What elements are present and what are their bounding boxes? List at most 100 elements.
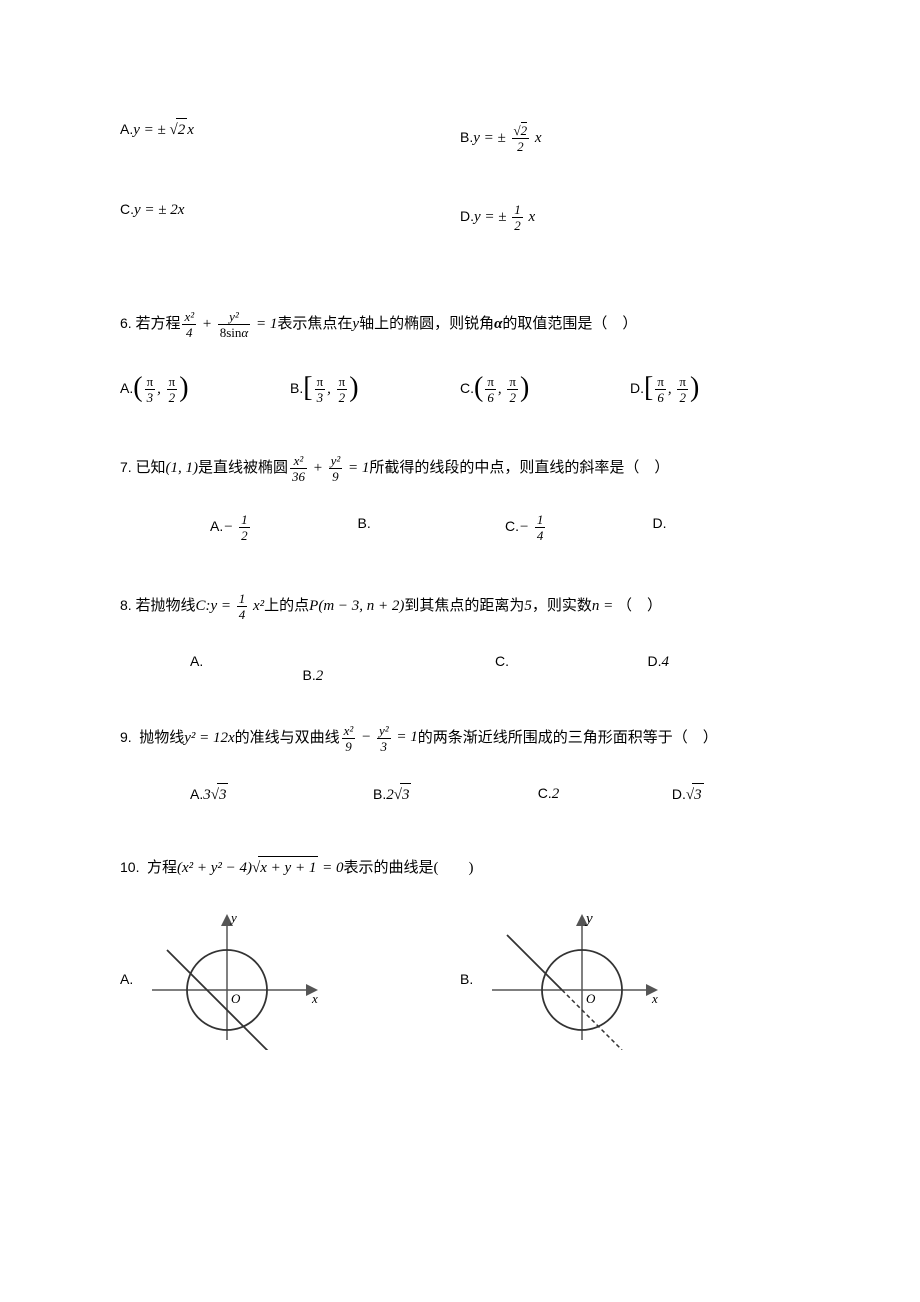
- math-expr: y = ± 12 x: [474, 209, 535, 225]
- text: 的两条渐近线所围成的三角形面积等于（ ）: [418, 729, 718, 745]
- dist: 5: [524, 598, 532, 614]
- q6-stem: 6. 若方程x²4 + y²8sinα = 1表示焦点在y轴上的椭圆，则锐角α的…: [120, 310, 800, 339]
- text: 的取值范围是（ ）: [502, 316, 637, 332]
- q5-opt-a: A.y = ± √2x: [120, 118, 460, 153]
- q5-opt-c: C.y = ± 2x: [120, 199, 460, 232]
- q6-opt-a: A.(π3, π2): [120, 375, 290, 404]
- q7-opt-b: B.: [358, 513, 506, 542]
- q-number: 6.: [120, 315, 132, 331]
- opt-label: C.: [120, 201, 134, 217]
- math-expr: y = ± 2x: [134, 202, 184, 218]
- x-label: x: [311, 991, 318, 1006]
- paren: [: [303, 374, 312, 402]
- paren: (: [474, 374, 483, 402]
- q9-opt-a: A.3√3: [190, 783, 373, 807]
- opt-label: A.: [120, 121, 133, 137]
- math-expr: 14 x²: [235, 598, 264, 614]
- math-expr: y = ± √22 x: [473, 130, 541, 146]
- q5-opt-d: D.y = ± 12 x: [460, 199, 800, 232]
- coef: 2: [386, 787, 394, 803]
- text: 若抛物线: [135, 598, 195, 614]
- curve: C:y =: [195, 598, 234, 614]
- point: (1, 1): [165, 460, 198, 476]
- x-label: x: [651, 991, 658, 1006]
- interval: π6, π2: [483, 375, 520, 404]
- paren: (: [133, 374, 142, 402]
- opt-label: C.: [460, 380, 474, 396]
- val: 3√3: [203, 787, 228, 803]
- opt-label: B.: [358, 515, 371, 531]
- opt-label: B.: [460, 129, 473, 145]
- q5-row1: A.y = ± √2x B.y = ± √22 x: [120, 118, 800, 181]
- q8-stem: 8. 若抛物线C:y = 14 x²上的点P(m − 3, n + 2)到其焦点…: [120, 592, 800, 621]
- point: P(m − 3, n + 2): [309, 598, 404, 614]
- q8-options: A. B.2 C. D.4: [120, 651, 800, 674]
- val: 2: [316, 668, 324, 684]
- question-10: 10. 方程(x² + y² − 4)√x + y + 1 = 0表示的曲线是(…: [120, 856, 800, 1078]
- q7-opt-d: D.: [653, 513, 801, 542]
- var: n =: [592, 598, 617, 614]
- opt-label: C.: [538, 785, 552, 801]
- question-6: 6. 若方程x²4 + y²8sinα = 1表示焦点在y轴上的椭圆，则锐角α的…: [120, 310, 800, 404]
- text: 是直线被椭圆: [198, 460, 288, 476]
- text: 轴上的椭圆，则锐角: [359, 316, 494, 332]
- question-5-options: A.y = ± √2x B.y = ± √22 x C.y = ± 2x D.y…: [120, 118, 800, 260]
- question-7: 7. 已知(1, 1)是直线被椭圆x²36 + y²9 = 1所截得的线段的中点…: [120, 454, 800, 542]
- text: 表示焦点在: [277, 316, 352, 332]
- text: 上的点: [264, 598, 309, 614]
- question-9: 9. 抛物线y² = 12x的准线与双曲线x²9 − y²3 = 1的两条渐近线…: [120, 724, 800, 807]
- opt-label: D.: [630, 380, 644, 396]
- paren: ): [349, 374, 358, 402]
- opt-label: D.: [648, 653, 662, 669]
- opt-label: C.: [505, 518, 519, 534]
- text: 的准线与双曲线: [235, 729, 340, 745]
- math-expr: √x + y + 1: [252, 860, 318, 876]
- q-number: 10.: [120, 859, 139, 875]
- opt-label: D.: [460, 208, 474, 224]
- question-8: 8. 若抛物线C:y = 14 x²上的点P(m − 3, n + 2)到其焦点…: [120, 592, 800, 674]
- graph-a: y x O: [137, 910, 327, 1050]
- q9-stem: 9. 抛物线y² = 12x的准线与双曲线x²9 − y²3 = 1的两条渐近线…: [120, 724, 800, 753]
- q9-options: A.3√3 B.2√3 C.2 D.√3: [120, 783, 800, 807]
- q8-opt-c: C.: [495, 651, 648, 674]
- text: 抛物线: [139, 729, 184, 745]
- y-label: y: [584, 911, 593, 927]
- q6-opt-d: D.[π6, π2): [630, 375, 800, 404]
- math-expr: − 12: [223, 519, 251, 535]
- q7-stem: 7. 已知(1, 1)是直线被椭圆x²36 + y²9 = 1所截得的线段的中点…: [120, 454, 800, 483]
- opt-label: B.: [290, 380, 303, 396]
- opt-label: D.: [672, 786, 686, 802]
- text: 已知: [135, 460, 165, 476]
- val: √3: [686, 787, 704, 803]
- eq-p1: (x² + y² − 4): [177, 860, 252, 876]
- q10-opt-b: B. y x O: [460, 910, 800, 1050]
- coef: 3: [203, 787, 211, 803]
- paren: ): [520, 374, 529, 402]
- math-expr: x²36 + y²9 = 1: [288, 460, 369, 476]
- interval: π6, π2: [653, 375, 690, 404]
- val: 2√3: [386, 787, 411, 803]
- math-expr: x²4 + y²8sinα = 1: [180, 316, 277, 332]
- paren: ): [690, 374, 699, 402]
- origin-label: O: [586, 991, 596, 1006]
- q-number: 9.: [120, 728, 132, 744]
- q7-opt-a: A.− 12: [210, 513, 358, 542]
- paren: ): [179, 374, 188, 402]
- opt-label: A.: [210, 518, 223, 534]
- q10-stem: 10. 方程(x² + y² − 4)√x + y + 1 = 0表示的曲线是(…: [120, 856, 800, 880]
- q7-opt-c: C.− 14: [505, 513, 653, 542]
- parab: y² = 12x: [184, 729, 234, 745]
- q10-opt-a: A. y x: [120, 910, 460, 1050]
- q6-opt-c: C.(π6, π2): [460, 375, 630, 404]
- q5-row2: C.y = ± 2x D.y = ± 12 x: [120, 199, 800, 260]
- opt-label: A.: [190, 653, 203, 669]
- q5-opt-b: B.y = ± √22 x: [460, 118, 800, 153]
- interval: π3, π2: [143, 375, 180, 404]
- q10-options: A. y x: [120, 910, 800, 1078]
- q6-opt-b: B.[π3, π2): [290, 375, 460, 404]
- q-number: 8.: [120, 597, 132, 613]
- val: 4: [662, 654, 670, 670]
- interval: π3, π2: [313, 375, 350, 404]
- q7-options: A.− 12 B. C.− 14 D.: [120, 513, 800, 542]
- opt-label: A.: [120, 380, 133, 396]
